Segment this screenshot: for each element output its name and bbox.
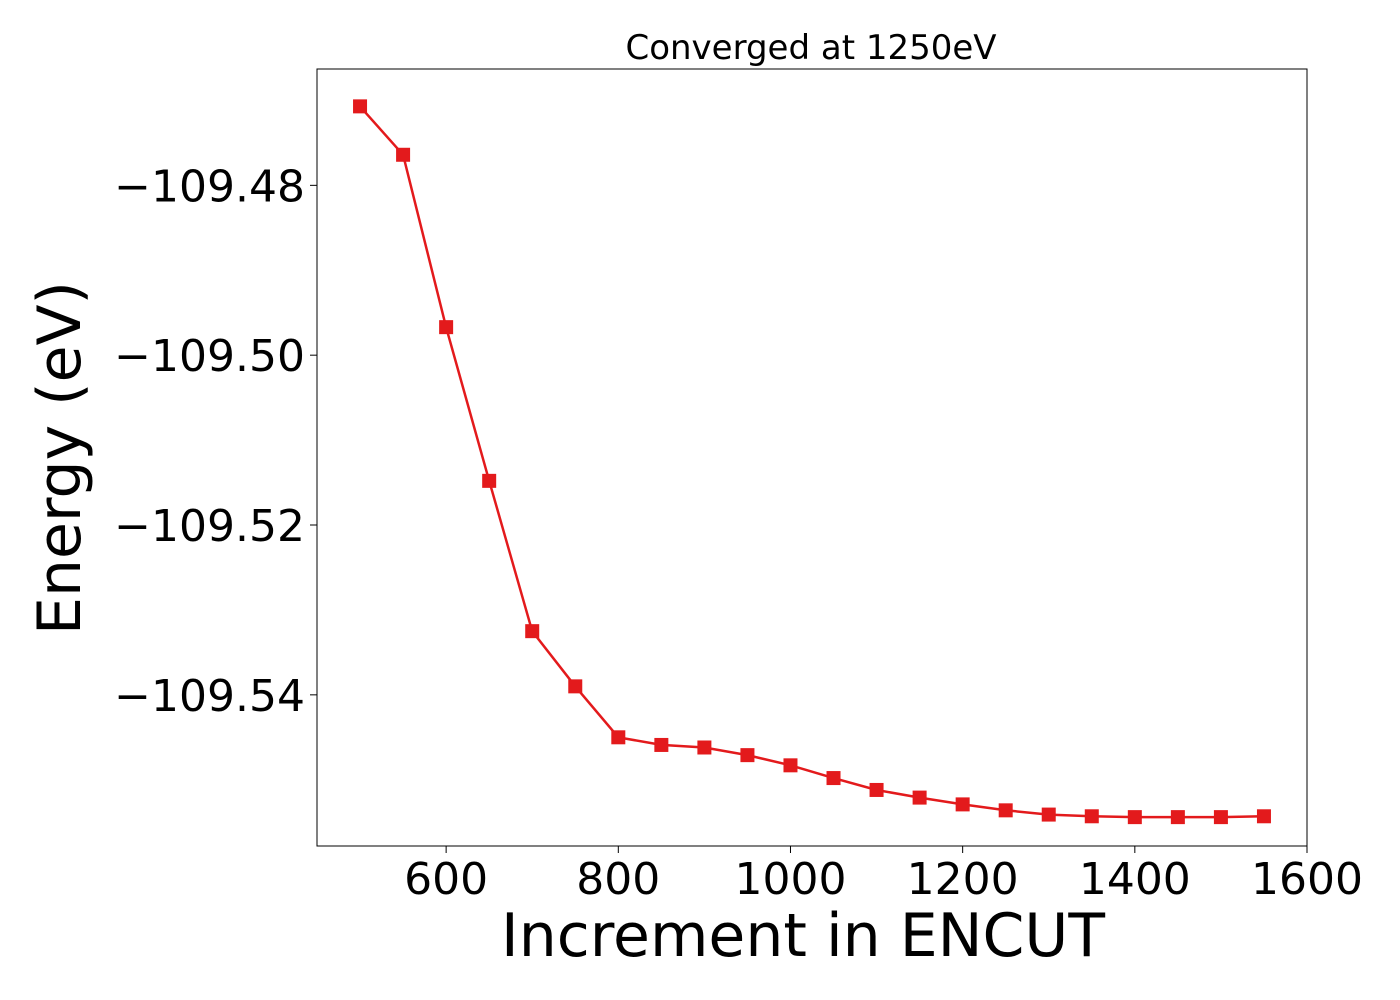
x-tick-label: 1400 — [1079, 854, 1191, 905]
data-point-marker — [525, 624, 540, 639]
data-point-marker — [482, 473, 497, 488]
y-tick-label: −109.52 — [114, 501, 305, 552]
data-point-marker — [826, 771, 841, 786]
x-axis-label: Increment in ENCUT — [501, 901, 1105, 971]
x-tick-label: 1200 — [907, 854, 1019, 905]
data-point-marker — [1170, 810, 1185, 825]
x-tick-label: 1000 — [734, 854, 846, 905]
data-point-marker — [353, 99, 368, 114]
data-point-marker — [912, 790, 927, 805]
series-group — [353, 99, 1271, 825]
x-tick-label: 800 — [576, 854, 660, 905]
x-tick-label: 1600 — [1251, 854, 1363, 905]
data-point-marker — [740, 748, 755, 763]
y-tick-label: −109.54 — [114, 671, 305, 722]
y-tick-label: −109.48 — [114, 161, 305, 212]
data-point-marker — [783, 758, 798, 773]
data-point-marker — [1256, 809, 1271, 824]
y-tick-label: −109.50 — [114, 331, 305, 382]
data-point-marker — [1127, 810, 1142, 825]
chart-title: Converged at 1250eV — [625, 28, 996, 68]
y-axis-label: Energy (eV) — [25, 281, 95, 635]
data-point-marker — [697, 740, 712, 755]
data-point-marker — [439, 320, 454, 335]
data-point-marker — [998, 803, 1013, 818]
data-point-marker — [396, 147, 411, 162]
x-tick-label: 600 — [404, 854, 488, 905]
plot-area-frame — [316, 68, 1308, 847]
data-point-marker — [869, 782, 884, 797]
data-point-marker — [611, 730, 626, 745]
data-point-marker — [568, 679, 583, 694]
data-point-marker — [1084, 809, 1099, 824]
series-line — [359, 105, 1265, 819]
data-point-marker — [654, 737, 669, 752]
data-point-marker — [1041, 807, 1056, 822]
data-point-marker — [1213, 810, 1228, 825]
data-point-marker — [955, 797, 970, 812]
